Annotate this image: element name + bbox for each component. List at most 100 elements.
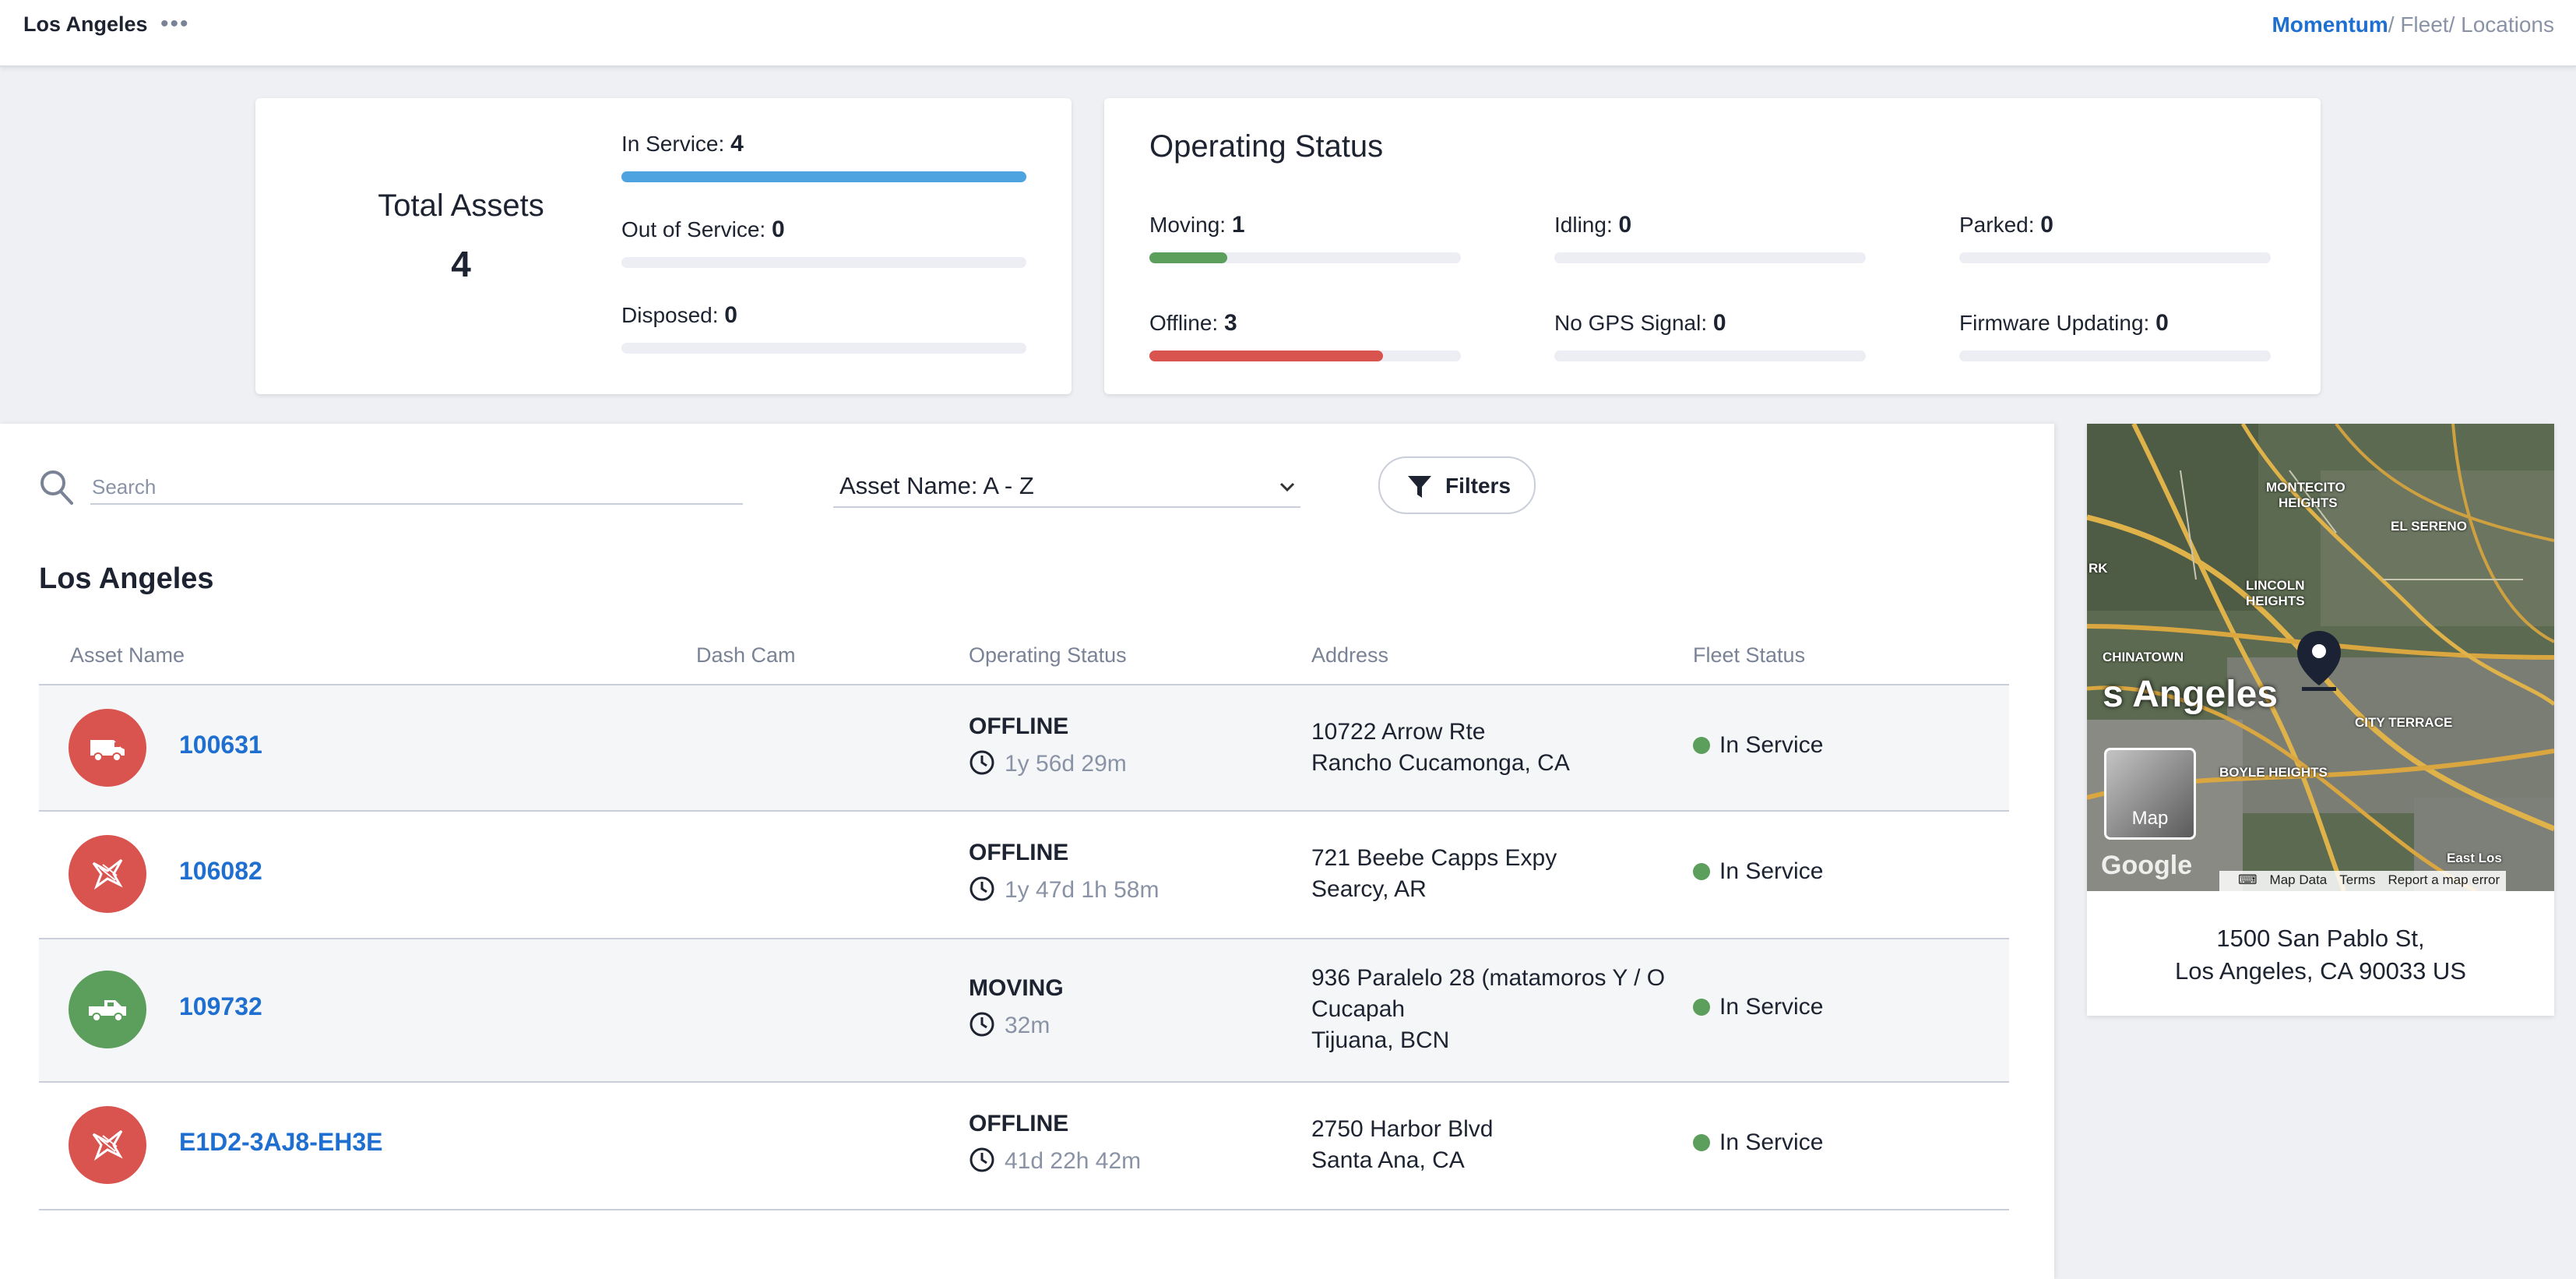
idling-stat: Idling: 0 [1554, 212, 1631, 238]
parked-bar [1959, 252, 2271, 263]
firmware-updating-label: Firmware Updating: [1959, 311, 2150, 335]
address-line: Rancho Cucamonga, CA [1311, 750, 1570, 776]
more-options-icon[interactable]: ••• [160, 11, 190, 37]
sort-label: Asset Name: A - Z [839, 472, 1034, 499]
bar-fill [621, 171, 1026, 182]
offline-label: Offline: [1149, 311, 1219, 335]
table-row[interactable]: 100631 OFFLINE 1y 56d 29m 10722 Arrow Rt… [39, 685, 2009, 812]
fleet-status: In Service [1693, 858, 1823, 885]
moving-bar [1149, 252, 1461, 263]
filters-label: Filters [1445, 474, 1511, 498]
status-duration: 1y 56d 29m [969, 749, 1127, 777]
asset-name-link[interactable]: 100631 [179, 731, 262, 759]
total-assets-card: Total Assets 4 In Service: 4 Out of Serv… [255, 98, 1072, 394]
address-block: 721 Beebe Capps Expy Searcy, AR [1311, 843, 1557, 905]
column-asset-name[interactable]: Asset Name [70, 643, 185, 667]
out-of-service-label: Out of Service: [621, 217, 766, 241]
breadcrumb-fleet[interactable]: / Fleet [2388, 12, 2449, 37]
map-type-toggle[interactable]: Map [2104, 748, 2196, 840]
asset-list-panel: Asset Name: A - Z Filters Los Angeles As… [0, 424, 2054, 1279]
search-input[interactable] [90, 470, 743, 505]
asset-name-link[interactable]: 106082 [179, 857, 262, 885]
address-line: 10722 Arrow Rte [1311, 719, 1486, 745]
moving-value: 1 [1231, 212, 1245, 238]
address-line: 2750 Harbor Blvd [1311, 1116, 1494, 1142]
clock-icon [970, 750, 994, 775]
in-service-label: In Service: [621, 132, 725, 156]
van-icon [90, 740, 125, 762]
duration-text: 1y 56d 29m [1005, 751, 1127, 777]
in-service-bar [621, 171, 1026, 182]
moving-stat: Moving: 1 [1149, 212, 1245, 238]
address-line: Santa Ana, CA [1311, 1147, 1465, 1173]
address-block: 10722 Arrow Rte Rancho Cucamonga, CA [1311, 717, 1570, 779]
map-label: BOYLE HEIGHTS [2219, 765, 2328, 780]
firmware-updating-bar [1959, 351, 2271, 361]
fleet-status-text: In Service [1719, 858, 1824, 884]
clock-icon [970, 1147, 994, 1172]
offline-value: 3 [1223, 310, 1237, 336]
asset-name-link[interactable]: 109732 [179, 992, 262, 1020]
total-assets-value: 4 [451, 244, 471, 284]
idling-label: Idling: [1554, 213, 1613, 237]
map-label: East Los [2447, 851, 2502, 865]
map-label: EL SERENO [2391, 519, 2467, 534]
out-of-service-stat: Out of Service: 0 [621, 217, 785, 243]
map-label: CITY TERRACE [2355, 715, 2453, 730]
in-service-stat: In Service: 4 [621, 131, 744, 157]
breadcrumb-momentum[interactable]: Momentum [2272, 12, 2388, 37]
location-map-card: MONTECITO HEIGHTS EL SERENO LINCOLN HEIG… [2087, 424, 2554, 1016]
pickup-truck-icon [89, 1000, 126, 1022]
filters-button[interactable]: Filters [1378, 456, 1536, 514]
address-line: 721 Beebe Capps Expy [1311, 845, 1557, 871]
fleet-status: In Service [1693, 1129, 1823, 1156]
terms-link[interactable]: Terms [2339, 872, 2376, 887]
keyboard-icon[interactable]: ⌨ [2238, 872, 2258, 887]
bar-fill [1149, 351, 1383, 361]
map-footer: ⌨ Map Data Terms Report a map error [2219, 871, 2507, 891]
duration-text: 32m [1005, 1013, 1050, 1038]
operating-status-text: OFFLINE [969, 713, 1069, 739]
map-marker-icon[interactable] [2297, 631, 2341, 691]
total-assets-label: Total Assets [378, 189, 544, 223]
map-label: CHINATOWN [2103, 650, 2184, 664]
table-row[interactable]: 109732 MOVING 32m 936 Paralelo 28 (matam… [39, 939, 2009, 1083]
status-duration: 1y 47d 1h 58m [969, 876, 1159, 904]
column-operating-status[interactable]: Operating Status [969, 643, 1127, 667]
address-line-1: 1500 San Pablo St, [2216, 925, 2425, 952]
asset-name-link[interactable]: E1D2-3AJ8-EH3E [179, 1128, 383, 1156]
column-fleet-status[interactable]: Fleet Status [1693, 643, 1806, 667]
sort-select[interactable]: Asset Name: A - Z [833, 467, 1300, 508]
location-address: 1500 San Pablo St, Los Angeles, CA 90033… [2087, 922, 2554, 988]
fleet-status-text: In Service [1719, 994, 1824, 1020]
map-data-link[interactable]: Map Data [2269, 872, 2328, 887]
moving-label: Moving: [1149, 213, 1226, 237]
column-address[interactable]: Address [1311, 643, 1389, 667]
drone-icon [92, 858, 123, 890]
map-label: HEIGHTS [2246, 594, 2305, 608]
google-logo: Google [2101, 851, 2193, 880]
address-block: 2750 Harbor Blvd Santa Ana, CA [1311, 1114, 1493, 1176]
duration-text: 41d 22h 42m [1005, 1148, 1142, 1174]
drone-icon [92, 1129, 123, 1161]
idling-bar [1554, 252, 1866, 263]
table-row[interactable]: 106082 OFFLINE 1y 47d 1h 58m 721 Beebe C… [39, 812, 2009, 939]
table-row[interactable]: E1D2-3AJ8-EH3E OFFLINE 41d 22h 42m 2750 … [39, 1083, 2009, 1210]
parked-value: 0 [2040, 212, 2053, 238]
map-city-label: s Angeles [2103, 674, 2278, 715]
out-of-service-value: 0 [771, 217, 785, 242]
status-dot [1693, 999, 1710, 1016]
page-title: Los Angeles [23, 12, 148, 36]
report-error-link[interactable]: Report a map error [2388, 872, 2500, 887]
address-line: 936 Paralelo 28 (matamoros Y / O [1311, 965, 1666, 991]
satellite-map[interactable]: MONTECITO HEIGHTS EL SERENO LINCOLN HEIG… [2087, 424, 2554, 891]
fleet-status: In Service [1693, 732, 1823, 759]
search-icon [39, 469, 75, 512]
clock-icon [970, 876, 994, 901]
fleet-status-text: In Service [1719, 732, 1824, 758]
no-gps-value: 0 [1712, 310, 1726, 336]
asset-avatar [69, 835, 146, 913]
parked-label: Parked: [1959, 213, 2035, 237]
column-dash-cam[interactable]: Dash Cam [696, 643, 796, 667]
no-gps-stat: No GPS Signal: 0 [1554, 310, 1726, 336]
